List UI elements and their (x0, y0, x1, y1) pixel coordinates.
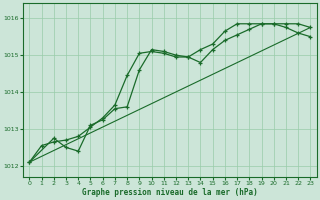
X-axis label: Graphe pression niveau de la mer (hPa): Graphe pression niveau de la mer (hPa) (82, 188, 258, 197)
